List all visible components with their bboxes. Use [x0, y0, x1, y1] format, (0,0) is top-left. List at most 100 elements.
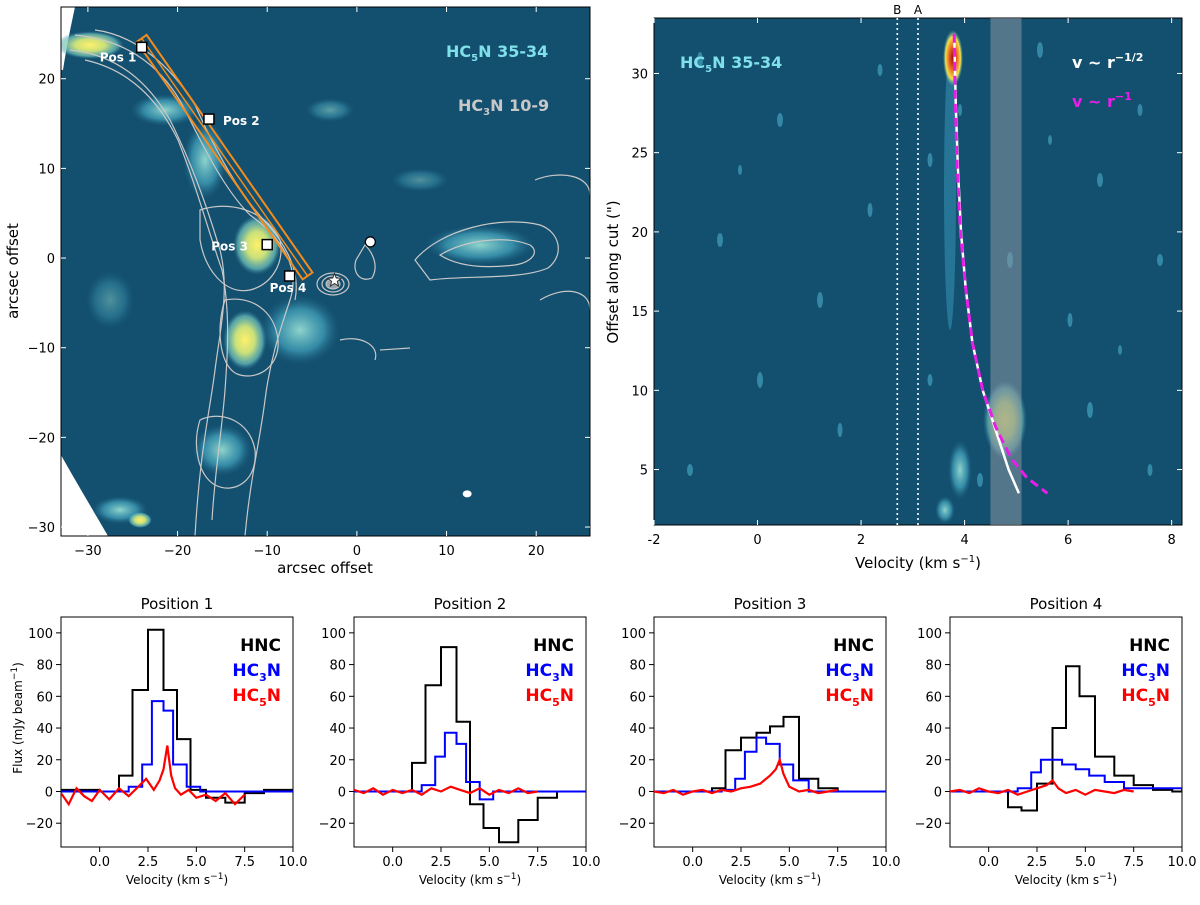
x-tick-label: 2.5	[1027, 855, 1048, 870]
xlabel-end: )	[516, 873, 521, 887]
spectrum-series-hc3n	[354, 731, 586, 801]
legend-sub: 5	[1148, 696, 1156, 709]
x-tick-label: 7.5	[234, 855, 255, 870]
legend-sub: 5	[852, 696, 860, 709]
pv-legend-inverse: v ~ r−1	[1072, 90, 1132, 111]
map-xlabel: arcsec offset	[277, 559, 373, 577]
y-tick-label: 80	[329, 659, 346, 674]
x-tick-label: 2.5	[138, 855, 159, 870]
xlabel-sup: −1	[803, 872, 816, 882]
y-tick-label: 60	[329, 690, 346, 705]
legend-entry: HNC	[533, 636, 574, 656]
x-tick-label: 5.0	[479, 855, 500, 870]
map-label-hc3n: HC3N 10-9	[458, 96, 549, 118]
y-tick-label: 80	[925, 659, 942, 674]
xlabel-sup: −1	[210, 872, 223, 882]
legend-entry: HC5N	[232, 686, 281, 709]
xlabel-main: Velocity (km s	[419, 873, 503, 887]
spectrum-panel: 0.0 2.5 5.0 7.5 10.0 −20 0 20 40 60 80 100 Position …	[26, 595, 308, 887]
legend-entry: HC5N	[525, 686, 574, 709]
legend-sub: 3	[1148, 671, 1156, 684]
spectrum-xlabel: Velocity (km s−1)	[419, 872, 521, 887]
spectrum-title: Position 4	[1030, 595, 1103, 613]
legend-main: HC	[232, 661, 259, 681]
map-overlay: Pos 1 Pos 2 Pos 3 Pos 4	[100, 33, 472, 498]
spectrum-series-hnc	[654, 715, 886, 793]
y-tick-label: 40	[36, 722, 53, 737]
legend-entry: HC5N	[1121, 686, 1170, 709]
position-label: Pos 1	[100, 50, 137, 64]
y-tick-label: 60	[36, 690, 53, 705]
legend-sub: 5	[259, 696, 267, 709]
spectrum-xlabel: Velocity (km s−1)	[1015, 872, 1117, 887]
velocity-marker-label: B	[893, 3, 901, 17]
spectrum-series-hc5n	[950, 778, 1134, 796]
spectra-ylabel: Flux (mJy beam−1)	[10, 662, 25, 774]
map-ylabel: arcsec offset	[4, 223, 22, 319]
legend-main: HC	[825, 661, 852, 681]
y-tick-label: 0	[638, 785, 646, 800]
y-tick-label: −30	[28, 521, 55, 536]
x-tick-label: 2.5	[431, 855, 452, 870]
legend-main: HNC	[240, 636, 281, 656]
x-tick-label: -2	[648, 533, 661, 548]
legend-entry: HNC	[833, 636, 874, 656]
y-tick-label: 10	[38, 162, 55, 177]
spectrum-panel: 0.0 2.5 5.0 7.5 10.0 −20 0 20 40 60 80 100 Position …	[319, 595, 601, 887]
map-panel: Pos 1 Pos 2 Pos 3 Pos 4 −30 −20 −10 0 10 20 −30 −2…	[4, 6, 591, 577]
y-tick-label: 5	[640, 464, 648, 479]
y-tick-label: 60	[629, 690, 646, 705]
cut-line	[141, 37, 309, 277]
spectrum-series-hc5n	[61, 745, 246, 807]
spectrum-xlabel: Velocity (km s−1)	[126, 872, 228, 887]
position-marker	[135, 41, 148, 54]
map-frame	[60, 6, 591, 537]
x-tick-label: 7.5	[1123, 855, 1144, 870]
position-label: Pos 2	[223, 114, 260, 128]
x-tick-label: 10.0	[572, 855, 601, 870]
protostar-star-icon	[326, 272, 343, 288]
y-tick-label: 20	[36, 754, 53, 769]
legend-rest: N	[860, 686, 874, 706]
legend-main: HC	[1121, 661, 1148, 681]
y-tick-label: 20	[329, 754, 346, 769]
legend-rest: N	[267, 661, 281, 681]
y-tick-label: 20	[38, 73, 55, 88]
y-tick-label: 80	[36, 659, 53, 674]
x-tick-label: 2	[857, 533, 865, 548]
y-tick-label: 40	[629, 722, 646, 737]
xlabel-end: )	[816, 873, 821, 887]
spectrum-series-hc3n	[61, 700, 293, 793]
xlabel-sup: −1	[503, 872, 516, 882]
xlabel-main: Velocity (km s	[719, 873, 803, 887]
pv-ylabel: Offset along cut (")	[604, 200, 622, 343]
model-curve-inverse	[952, 33, 1049, 495]
y-tick-label: 15	[631, 305, 648, 320]
beam-ellipse	[462, 490, 472, 498]
x-tick-label: −20	[164, 544, 191, 559]
y-tick-label: 0	[934, 785, 942, 800]
xlabel-main: Velocity (km s	[1015, 873, 1099, 887]
spectrum-title: Position 1	[141, 595, 214, 613]
legend-rest: N	[267, 686, 281, 706]
source-circle-marker	[364, 236, 376, 248]
y-tick-label: 20	[925, 754, 942, 769]
y-tick-label: 40	[329, 722, 346, 737]
spectrum-title: Position 2	[434, 595, 507, 613]
x-tick-label: 7.5	[827, 855, 848, 870]
xlabel-end: )	[1112, 873, 1117, 887]
spectrum-series-hnc	[950, 665, 1182, 812]
y-tick-label: 20	[629, 754, 646, 769]
legend-entry: HC3N	[1121, 661, 1170, 684]
y-tick-label: 100	[321, 627, 346, 642]
y-tick-label: 10	[631, 384, 648, 399]
shaded-velocity-band	[990, 18, 1022, 525]
position-label: Pos 3	[211, 240, 248, 254]
legend-main: HC	[525, 661, 552, 681]
legend-entry: HC3N	[825, 661, 874, 684]
legend-rest: N	[1156, 686, 1170, 706]
x-tick-label: 20	[528, 544, 545, 559]
legend-rest: N	[860, 661, 874, 681]
legend-entry: HNC	[240, 636, 281, 656]
